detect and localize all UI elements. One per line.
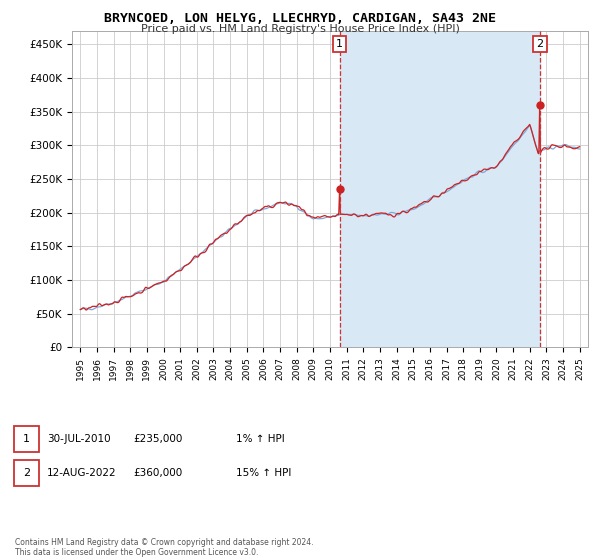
Text: BRYNCOED, LON HELYG, LLECHRYD, CARDIGAN, SA43 2NE: BRYNCOED, LON HELYG, LLECHRYD, CARDIGAN,… [104, 12, 496, 25]
Text: 2: 2 [23, 468, 30, 478]
Point [335, 185, 344, 194]
Point [535, 100, 545, 109]
Text: Price paid vs. HM Land Registry's House Price Index (HPI): Price paid vs. HM Land Registry's House … [140, 24, 460, 34]
Text: £235,000: £235,000 [134, 434, 183, 444]
Text: 1% ↑ HPI: 1% ↑ HPI [236, 434, 284, 444]
Text: 1: 1 [23, 434, 30, 444]
Bar [340, 31, 540, 347]
Text: Contains HM Land Registry data © Crown copyright and database right 2024.
This d: Contains HM Land Registry data © Crown c… [15, 538, 314, 557]
Text: 12-AUG-2022: 12-AUG-2022 [47, 468, 116, 478]
Text: 30-JUL-2010: 30-JUL-2010 [47, 434, 110, 444]
Text: 2: 2 [536, 39, 544, 49]
Text: £360,000: £360,000 [134, 468, 183, 478]
Text: 15% ↑ HPI: 15% ↑ HPI [236, 468, 291, 478]
Text: 1: 1 [336, 39, 343, 49]
